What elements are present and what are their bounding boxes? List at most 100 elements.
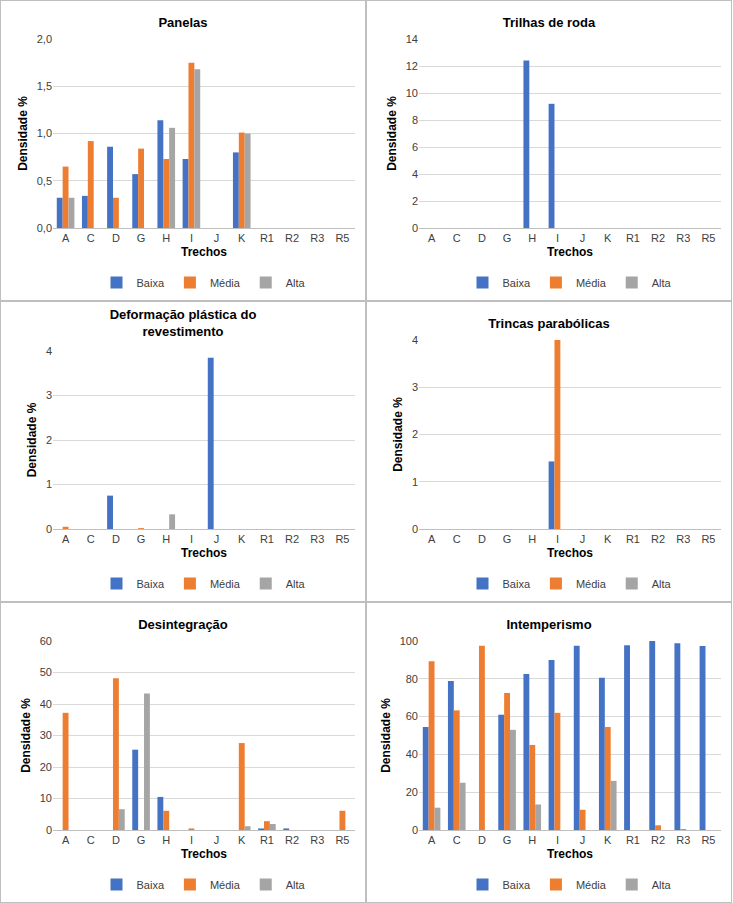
svg-text:Densidade %: Densidade % — [385, 96, 399, 171]
svg-text:K: K — [238, 232, 246, 244]
svg-text:R5: R5 — [335, 834, 349, 846]
svg-text:R3: R3 — [676, 834, 690, 846]
svg-text:0: 0 — [46, 824, 52, 836]
svg-text:4: 4 — [412, 168, 418, 180]
svg-text:4: 4 — [46, 345, 52, 357]
svg-text:Baixa: Baixa — [137, 277, 165, 289]
svg-text:C: C — [453, 232, 461, 244]
svg-text:Densidade %: Densidade % — [19, 698, 33, 773]
svg-text:A: A — [62, 834, 70, 846]
svg-text:1,0: 1,0 — [37, 127, 52, 139]
svg-text:Panelas: Panelas — [158, 15, 207, 30]
svg-text:R5: R5 — [335, 232, 349, 244]
svg-text:H: H — [162, 232, 170, 244]
svg-text:R3: R3 — [310, 533, 324, 545]
svg-text:Trechos: Trechos — [547, 245, 593, 259]
svg-text:60: 60 — [406, 710, 418, 722]
svg-text:C: C — [87, 533, 95, 545]
svg-text:G: G — [137, 232, 146, 244]
svg-text:D: D — [478, 533, 486, 545]
svg-text:3: 3 — [412, 381, 418, 393]
svg-text:1,5: 1,5 — [37, 80, 52, 92]
svg-text:Intemperismo: Intemperismo — [506, 617, 591, 632]
svg-text:I: I — [556, 533, 559, 545]
svg-text:Baixa: Baixa — [137, 879, 165, 891]
svg-text:0,0: 0,0 — [37, 222, 52, 234]
svg-text:J: J — [214, 834, 220, 846]
svg-text:I: I — [556, 232, 559, 244]
svg-text:H: H — [528, 834, 536, 846]
svg-text:Alta: Alta — [286, 277, 306, 289]
svg-text:Média: Média — [576, 578, 607, 590]
svg-text:R2: R2 — [651, 533, 665, 545]
svg-text:10: 10 — [406, 87, 418, 99]
svg-text:C: C — [87, 232, 95, 244]
svg-text:0: 0 — [412, 222, 418, 234]
svg-text:2,0: 2,0 — [37, 33, 52, 45]
svg-text:J: J — [580, 232, 586, 244]
svg-text:2: 2 — [46, 434, 52, 446]
svg-text:80: 80 — [406, 673, 418, 685]
svg-text:Densidade %: Densidade % — [391, 397, 405, 472]
svg-text:R2: R2 — [651, 232, 665, 244]
svg-text:14: 14 — [406, 33, 418, 45]
svg-text:2: 2 — [412, 195, 418, 207]
svg-text:Densidade %: Densidade % — [25, 402, 39, 477]
svg-text:1: 1 — [412, 476, 418, 488]
svg-text:Trechos: Trechos — [181, 245, 227, 259]
svg-text:R5: R5 — [701, 533, 715, 545]
svg-text:J: J — [580, 533, 586, 545]
svg-text:Alta: Alta — [652, 578, 672, 590]
svg-text:Desintegração: Desintegração — [138, 617, 228, 632]
svg-text:20: 20 — [406, 786, 418, 798]
svg-text:60: 60 — [40, 635, 52, 647]
svg-text:Baixa: Baixa — [503, 578, 531, 590]
svg-text:4: 4 — [412, 334, 418, 346]
svg-text:0: 0 — [412, 824, 418, 836]
svg-text:12: 12 — [406, 60, 418, 72]
svg-text:Média: Média — [210, 277, 241, 289]
svg-text:Trechos: Trechos — [181, 847, 227, 861]
svg-text:H: H — [528, 533, 536, 545]
svg-text:Trilhas de roda: Trilhas de roda — [503, 15, 596, 30]
svg-text:C: C — [453, 533, 461, 545]
svg-text:R2: R2 — [285, 232, 299, 244]
svg-text:Alta: Alta — [286, 578, 306, 590]
svg-text:R5: R5 — [701, 834, 715, 846]
svg-text:R3: R3 — [676, 232, 690, 244]
svg-text:0: 0 — [46, 523, 52, 535]
svg-text:K: K — [604, 834, 612, 846]
svg-text:40: 40 — [40, 698, 52, 710]
svg-text:A: A — [428, 834, 436, 846]
svg-text:I: I — [190, 533, 193, 545]
svg-text:C: C — [87, 834, 95, 846]
svg-text:Deformação plástica dorevestim: Deformação plástica dorevestimento — [110, 307, 257, 339]
svg-text:Densidade %: Densidade % — [16, 96, 30, 171]
svg-text:Baixa: Baixa — [137, 578, 165, 590]
svg-text:Trechos: Trechos — [181, 546, 227, 560]
svg-text:J: J — [214, 232, 220, 244]
svg-text:D: D — [112, 834, 120, 846]
svg-text:Média: Média — [576, 277, 607, 289]
svg-text:R2: R2 — [651, 834, 665, 846]
svg-text:A: A — [62, 232, 70, 244]
svg-text:R5: R5 — [335, 533, 349, 545]
svg-text:G: G — [503, 834, 512, 846]
svg-text:Alta: Alta — [652, 277, 672, 289]
svg-text:R1: R1 — [626, 533, 640, 545]
svg-text:Média: Média — [210, 578, 241, 590]
svg-text:2: 2 — [412, 428, 418, 440]
svg-text:Alta: Alta — [286, 879, 306, 891]
svg-text:A: A — [428, 232, 436, 244]
svg-text:H: H — [162, 834, 170, 846]
svg-text:R2: R2 — [285, 834, 299, 846]
svg-text:H: H — [528, 232, 536, 244]
svg-text:R3: R3 — [310, 232, 324, 244]
svg-text:20: 20 — [40, 761, 52, 773]
svg-text:R1: R1 — [260, 533, 274, 545]
svg-text:D: D — [478, 232, 486, 244]
svg-text:I: I — [190, 232, 193, 244]
svg-text:G: G — [137, 834, 146, 846]
svg-text:K: K — [238, 834, 246, 846]
svg-text:30: 30 — [40, 729, 52, 741]
